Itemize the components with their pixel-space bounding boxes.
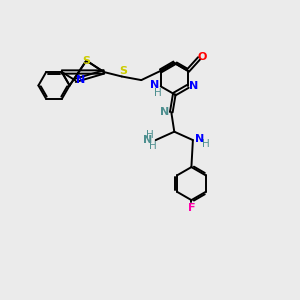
Text: O: O xyxy=(197,52,207,62)
Text: F: F xyxy=(188,202,195,213)
Text: N: N xyxy=(76,75,85,85)
Text: N: N xyxy=(143,135,152,145)
Text: N: N xyxy=(150,80,159,90)
Text: H: H xyxy=(149,141,157,151)
Text: S: S xyxy=(119,66,127,76)
Text: H: H xyxy=(154,88,162,98)
Text: H: H xyxy=(202,139,209,149)
Text: S: S xyxy=(82,56,90,66)
Text: H: H xyxy=(146,130,154,140)
Text: N: N xyxy=(195,134,204,144)
Text: N: N xyxy=(160,106,169,117)
Text: N: N xyxy=(189,81,198,92)
